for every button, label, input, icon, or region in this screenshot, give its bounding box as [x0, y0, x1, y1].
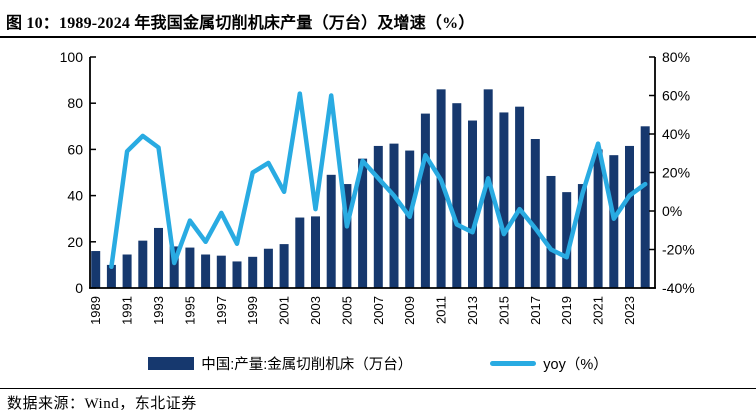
data-source-note: 数据来源：Wind，东北证券: [7, 396, 197, 412]
bar-1998: [232, 261, 242, 288]
x-tick-label-2013: 2013: [465, 296, 480, 325]
x-tick-label-2015: 2015: [496, 296, 511, 325]
legend-item-yoy: yoy（%）: [490, 353, 608, 374]
bar-1989: [91, 251, 101, 288]
x-tick-label-1997: 1997: [214, 296, 229, 325]
x-tick-label-1989: 1989: [88, 296, 103, 325]
left-tick-label: 40: [67, 188, 83, 204]
chart-area: 0 20 40 60 80 100 -40% -20% 0% 20% 40% 60% 80% 1989 19…: [60, 49, 695, 325]
chart-legend: 中国:产量:金属切削机床（万台） yoy（%）: [0, 351, 756, 375]
x-tick-label-1993: 1993: [151, 296, 166, 325]
bar-2016: [515, 106, 525, 288]
x-tick-label-2007: 2007: [371, 296, 386, 325]
right-tick-label: 20%: [662, 165, 690, 181]
right-tick-label: 0%: [662, 203, 682, 219]
right-tick-label: -20%: [662, 242, 695, 258]
bar-2000: [263, 248, 273, 288]
x-tick-label-2021: 2021: [591, 296, 606, 325]
bar-series-swatch: [148, 356, 195, 370]
x-tick-label-2011: 2011: [434, 296, 449, 324]
bar-2023: [625, 145, 634, 288]
bar-2006: [358, 158, 368, 288]
bar-1995: [185, 247, 195, 288]
bar-1994: [169, 246, 179, 288]
right-tick-label: -40%: [662, 280, 695, 296]
x-tick-label-2003: 2003: [308, 296, 323, 325]
x-tick-label-1991: 1991: [120, 296, 135, 325]
bar-2008: [389, 143, 399, 288]
bar-1991: [122, 254, 132, 288]
bar-2003: [311, 216, 320, 288]
line-series-swatch: [490, 360, 537, 366]
bar-2018: [546, 175, 556, 288]
bar-2011: [436, 89, 446, 288]
yoy-line: [109, 91, 648, 270]
figure-title: 图 10：1989-2024 年我国金属切削机床产量（万台）及增速（%）: [6, 15, 475, 32]
title-underline: [0, 36, 756, 38]
line-series-label: yoy（%）: [543, 356, 608, 373]
bar-2019: [562, 192, 572, 288]
bar-2009: [405, 150, 415, 288]
x-tick-label-2023: 2023: [622, 296, 637, 325]
bar-2010: [420, 113, 430, 288]
footer-divider: [0, 388, 756, 389]
left-tick-label: 60: [67, 141, 83, 157]
x-tick-label-2001: 2001: [277, 296, 292, 325]
bar-2017: [530, 139, 540, 288]
bar-1992: [138, 240, 148, 288]
bar-1990: [106, 264, 116, 288]
bar-2001: [279, 244, 289, 288]
left-tick-label: 100: [60, 49, 84, 65]
bar-2013: [468, 120, 477, 289]
bar-2022: [609, 155, 619, 288]
bar-2004: [326, 174, 336, 288]
bar-1999: [248, 256, 258, 288]
x-tick-label-2009: 2009: [402, 296, 417, 325]
bar-1997: [216, 255, 226, 288]
bar-2015: [499, 112, 509, 288]
x-tick-label-2017: 2017: [528, 296, 543, 325]
bar-2007: [373, 145, 383, 288]
x-tick-label-2005: 2005: [339, 296, 354, 325]
bar-2024: [640, 126, 650, 288]
bar-2020: [577, 184, 587, 288]
x-tick-label-1999: 1999: [245, 296, 260, 325]
x-tick-label-2019: 2019: [559, 296, 574, 325]
left-tick-label: 0: [75, 280, 83, 296]
bar-2005: [342, 184, 352, 288]
right-tick-label: 60%: [662, 88, 690, 104]
x-tick-label-1995: 1995: [182, 296, 197, 325]
bar-2014: [483, 89, 493, 288]
bar-1996: [201, 254, 211, 288]
right-tick-label: 40%: [662, 126, 690, 142]
left-tick-label: 80: [67, 95, 83, 111]
bar-2012: [452, 103, 462, 288]
bar-1993: [154, 227, 163, 288]
chart-canvas: 0 20 40 60 80 100 -40% -20% 0% 20% 40% 60% 80% 1989 19…: [60, 49, 695, 325]
right-tick-label: 80%: [662, 49, 690, 65]
bar-2021: [593, 149, 603, 288]
legend-item-production: 中国:产量:金属切削机床（万台）: [148, 353, 412, 374]
left-tick-label: 20: [67, 234, 83, 250]
bar-series-label: 中国:产量:金属切削机床（万台）: [201, 356, 413, 373]
bar-2002: [295, 217, 305, 288]
